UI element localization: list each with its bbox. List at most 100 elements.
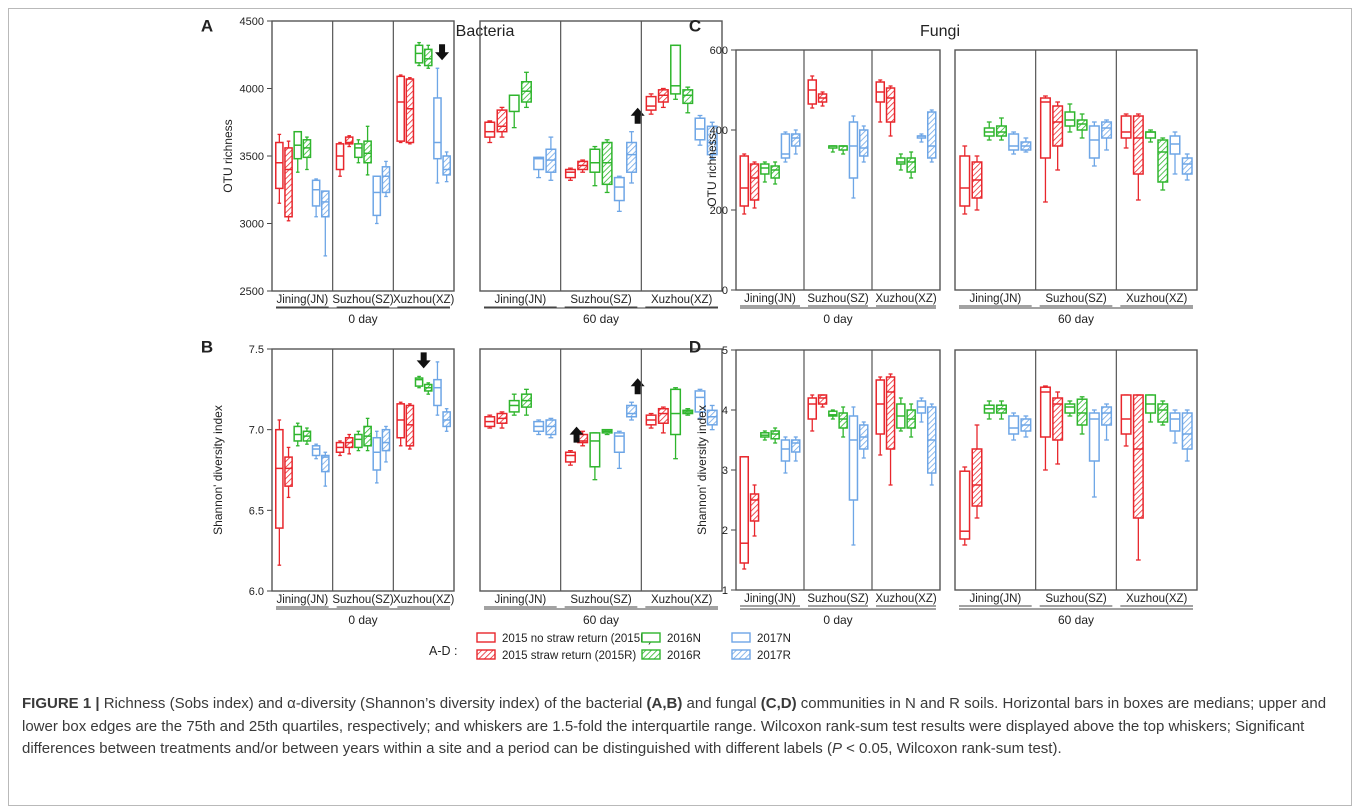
- box-2016R: [363, 125, 372, 176]
- box-2017R: [442, 151, 451, 183]
- box-2017R: [858, 421, 869, 459]
- site-label: Suzhou(SZ): [332, 594, 394, 606]
- significance-arrow-down: [435, 44, 450, 61]
- site-label: Xuzhou(XZ): [875, 293, 937, 305]
- box-2016N: [896, 153, 906, 171]
- y-tick-label: 4500: [240, 16, 264, 28]
- box-2016N: [414, 41, 424, 67]
- box-2015N: [875, 376, 886, 456]
- panel-C: C Fungi OTU richness 0 200 400 600 Jining(JN) Su…: [689, 16, 1198, 326]
- box-body: [496, 109, 508, 133]
- box-body: [1039, 386, 1051, 438]
- box-2017N: [1088, 121, 1100, 167]
- box-body: [959, 155, 971, 207]
- box-body: [275, 141, 284, 190]
- significance-arrow-down: [416, 352, 431, 369]
- box-2017N: [916, 397, 927, 423]
- box-2016N: [760, 430, 770, 441]
- significance-arrow-up: [569, 426, 584, 443]
- box-2015R: [577, 159, 589, 173]
- box-body: [381, 166, 391, 194]
- box-body: [381, 428, 391, 452]
- box-body: [414, 377, 424, 387]
- y-tick-label: 3500: [240, 151, 264, 163]
- significance-arrow-up: [630, 107, 645, 124]
- box-2016N: [1064, 400, 1076, 417]
- box-2015R: [971, 424, 983, 519]
- box-2017N: [694, 388, 706, 420]
- box-body: [433, 378, 442, 407]
- box-body: [1101, 121, 1113, 139]
- box-2016N: [670, 44, 682, 100]
- box-2015R: [749, 161, 760, 209]
- box-2016R: [520, 388, 532, 416]
- legend-label: 2015 straw return (2015R): [502, 650, 636, 662]
- box-2015N: [959, 466, 971, 546]
- box-2016R: [423, 44, 433, 69]
- box-body: [372, 175, 382, 217]
- box-2017R: [1181, 409, 1193, 462]
- period-label: 0 day: [348, 312, 377, 326]
- period-label: 0 day: [823, 613, 852, 627]
- box-body: [354, 433, 363, 449]
- box-body: [926, 111, 937, 159]
- box-2015R: [405, 77, 415, 145]
- box-2017N: [1169, 131, 1181, 175]
- box-2017N: [694, 114, 706, 146]
- legend-swatch: [476, 632, 496, 643]
- y-tick-label: 2500: [240, 286, 264, 298]
- box-body: [1076, 398, 1088, 426]
- box-body: [613, 176, 625, 202]
- plot-frame: [271, 20, 455, 292]
- box-body: [533, 156, 545, 171]
- box-body: [311, 445, 321, 457]
- box-2016N: [354, 430, 363, 452]
- box-body: [545, 419, 557, 436]
- y-tick-label: 3: [722, 465, 728, 477]
- box-2017R: [706, 404, 718, 431]
- y-tick-label: 4: [722, 405, 728, 417]
- box-2016N: [293, 422, 303, 447]
- box-2017N: [533, 419, 545, 436]
- y-tick-label: 2: [722, 525, 728, 537]
- box-2017R: [442, 408, 451, 432]
- box-body: [1169, 412, 1181, 432]
- box-body: [564, 451, 576, 463]
- box-body: [657, 407, 669, 424]
- box-2016N: [670, 387, 682, 460]
- box-body: [739, 155, 750, 207]
- panel-letter: C: [689, 16, 701, 35]
- box-2016R: [1157, 400, 1169, 426]
- box-body: [995, 125, 1007, 137]
- box-body: [626, 404, 638, 418]
- box-2015N: [807, 75, 818, 109]
- plot-0-day: Jining(JN) Suzhou(SZ) Xuzhou(XZ) 0 day: [271, 20, 455, 326]
- box-body: [885, 87, 896, 123]
- site-label: Jining(JN): [744, 593, 796, 605]
- box-2015N: [564, 449, 576, 466]
- box-body: [284, 456, 293, 487]
- box-body: [1120, 115, 1132, 139]
- box-2015R: [1052, 101, 1064, 171]
- box-body: [1101, 406, 1113, 426]
- box-2016R: [363, 417, 372, 452]
- box-2015R: [344, 135, 354, 148]
- period-label: 60 day: [583, 312, 619, 326]
- box-2016R: [995, 400, 1007, 420]
- legend-label: 2017R: [757, 650, 791, 662]
- box-body: [589, 148, 601, 173]
- box-body: [1008, 133, 1020, 151]
- box-2017N: [848, 115, 859, 199]
- box-2015N: [645, 93, 657, 115]
- box-2017N: [916, 133, 927, 143]
- box-2017R: [858, 125, 869, 163]
- plot-frame: [954, 49, 1198, 291]
- box-2016R: [302, 136, 312, 171]
- box-body: [1039, 97, 1051, 159]
- y-tick-label: 5: [722, 345, 728, 357]
- site-label: Jining(JN): [744, 293, 796, 305]
- panel-letter: D: [689, 337, 701, 356]
- site-label: Xuzhou(XZ): [875, 593, 937, 605]
- box-body: [433, 97, 442, 160]
- box-2015N: [1039, 385, 1051, 471]
